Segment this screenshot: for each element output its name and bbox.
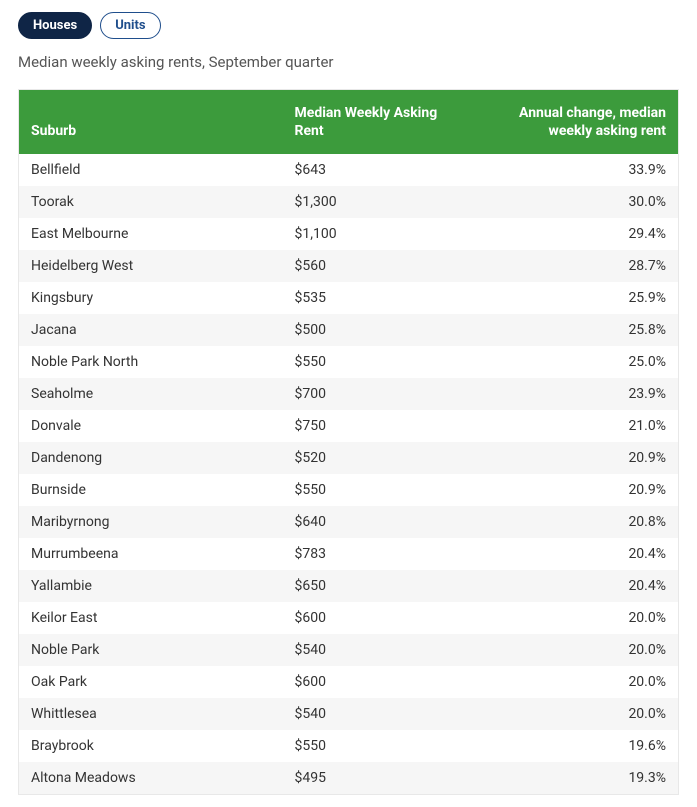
table-row: Kingsbury$53525.9% (19, 282, 679, 314)
table-row: Heidelberg West$56028.7% (19, 250, 679, 282)
table-row: Toorak$1,30030.0% (19, 186, 679, 218)
cell-suburb: Toorak (19, 186, 283, 218)
subtitle-text: Median weekly asking rents, September qu… (18, 53, 679, 71)
cell-suburb: Seaholme (19, 378, 283, 410)
cell-suburb: Bellfield (19, 154, 283, 186)
cell-suburb: Keilor East (19, 602, 283, 634)
cell-rent: $783 (283, 538, 481, 570)
cell-rent: $495 (283, 762, 481, 795)
cell-rent: $560 (283, 250, 481, 282)
column-header-change[interactable]: Annual change, median weekly asking rent (481, 90, 679, 155)
cell-suburb: Yallambie (19, 570, 283, 602)
table-row: Dandenong$52020.9% (19, 442, 679, 474)
cell-suburb: Oak Park (19, 666, 283, 698)
cell-suburb: Noble Park (19, 634, 283, 666)
cell-suburb: East Melbourne (19, 218, 283, 250)
cell-rent: $1,100 (283, 218, 481, 250)
cell-change: 33.9% (481, 154, 679, 186)
tab-houses[interactable]: Houses (18, 12, 92, 39)
cell-rent: $550 (283, 474, 481, 506)
cell-suburb: Maribyrnong (19, 506, 283, 538)
cell-suburb: Donvale (19, 410, 283, 442)
cell-suburb: Burnside (19, 474, 283, 506)
cell-suburb: Heidelberg West (19, 250, 283, 282)
cell-change: 20.0% (481, 602, 679, 634)
table-row: Donvale$75021.0% (19, 410, 679, 442)
cell-rent: $640 (283, 506, 481, 538)
cell-suburb: Murrumbeena (19, 538, 283, 570)
cell-change: 30.0% (481, 186, 679, 218)
cell-change: 19.6% (481, 730, 679, 762)
table-row: Burnside$55020.9% (19, 474, 679, 506)
cell-rent: $1,300 (283, 186, 481, 218)
cell-rent: $600 (283, 666, 481, 698)
tabs-container: Houses Units (18, 12, 679, 39)
cell-suburb: Braybrook (19, 730, 283, 762)
table-row: Jacana$50025.8% (19, 314, 679, 346)
cell-change: 20.4% (481, 570, 679, 602)
column-header-suburb[interactable]: Suburb (19, 90, 283, 155)
cell-rent: $535 (283, 282, 481, 314)
cell-rent: $700 (283, 378, 481, 410)
table-row: Maribyrnong$64020.8% (19, 506, 679, 538)
cell-suburb: Altona Meadows (19, 762, 283, 795)
cell-change: 20.9% (481, 442, 679, 474)
table-row: Yallambie$65020.4% (19, 570, 679, 602)
table-row: Keilor East$60020.0% (19, 602, 679, 634)
cell-change: 20.9% (481, 474, 679, 506)
cell-suburb: Dandenong (19, 442, 283, 474)
cell-rent: $550 (283, 346, 481, 378)
cell-rent: $500 (283, 314, 481, 346)
cell-rent: $540 (283, 634, 481, 666)
cell-suburb: Jacana (19, 314, 283, 346)
cell-rent: $643 (283, 154, 481, 186)
table-row: Oak Park$60020.0% (19, 666, 679, 698)
tab-units[interactable]: Units (100, 12, 160, 39)
table-header-row: Suburb Median Weekly Asking Rent Annual … (19, 90, 679, 155)
table-row: Braybrook$55019.6% (19, 730, 679, 762)
table-row: East Melbourne$1,10029.4% (19, 218, 679, 250)
cell-change: 21.0% (481, 410, 679, 442)
table-row: Noble Park North$55025.0% (19, 346, 679, 378)
cell-change: 19.3% (481, 762, 679, 795)
cell-change: 25.9% (481, 282, 679, 314)
cell-change: 29.4% (481, 218, 679, 250)
table-row: Noble Park$54020.0% (19, 634, 679, 666)
cell-change: 28.7% (481, 250, 679, 282)
cell-change: 23.9% (481, 378, 679, 410)
cell-change: 25.8% (481, 314, 679, 346)
cell-rent: $750 (283, 410, 481, 442)
cell-rent: $550 (283, 730, 481, 762)
cell-rent: $520 (283, 442, 481, 474)
cell-change: 20.0% (481, 666, 679, 698)
cell-change: 20.4% (481, 538, 679, 570)
cell-rent: $650 (283, 570, 481, 602)
cell-suburb: Noble Park North (19, 346, 283, 378)
table-row: Murrumbeena$78320.4% (19, 538, 679, 570)
cell-change: 25.0% (481, 346, 679, 378)
cell-change: 20.0% (481, 634, 679, 666)
column-header-rent[interactable]: Median Weekly Asking Rent (283, 90, 481, 155)
cell-rent: $600 (283, 602, 481, 634)
rent-table: Suburb Median Weekly Asking Rent Annual … (18, 89, 679, 795)
table-row: Altona Meadows$49519.3% (19, 762, 679, 795)
cell-change: 20.8% (481, 506, 679, 538)
cell-suburb: Kingsbury (19, 282, 283, 314)
table-row: Seaholme$70023.9% (19, 378, 679, 410)
table-row: Bellfield$64333.9% (19, 154, 679, 186)
